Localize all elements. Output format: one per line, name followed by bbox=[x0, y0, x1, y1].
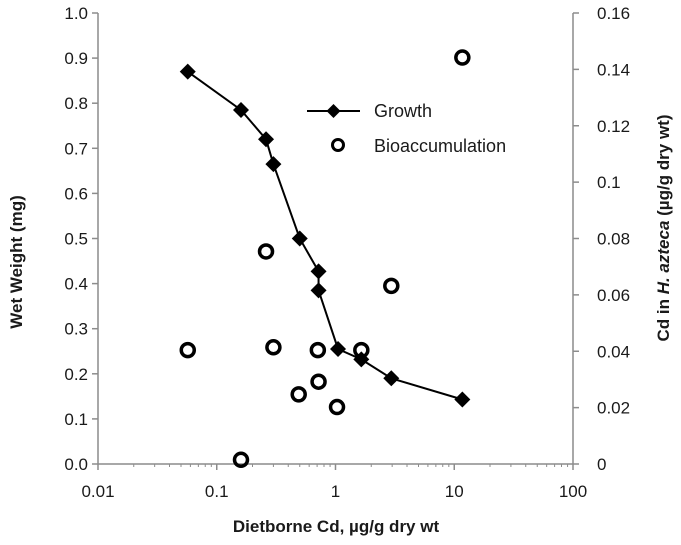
growth-point bbox=[310, 263, 327, 280]
bioaccumulation-point bbox=[179, 341, 197, 359]
y-left-tick-label: 0.1 bbox=[64, 410, 88, 429]
y-left-axis-title: Wet Weight (mg) bbox=[7, 195, 26, 328]
bioaccumulation-point bbox=[309, 341, 327, 359]
legend-growth-label: Growth bbox=[374, 101, 432, 121]
x-tick-labels: 0.01 0.1 1 10 100 bbox=[81, 482, 587, 501]
growth-point bbox=[265, 156, 282, 173]
axes bbox=[92, 12, 579, 470]
bioaccumulation-point bbox=[383, 277, 400, 295]
bioaccumulation-point bbox=[257, 243, 275, 260]
y-left-tick-label: 1.0 bbox=[64, 4, 88, 23]
y-right-axis-title-suffix: (µg/g dry wt) bbox=[654, 114, 673, 220]
y-right-tick-label: 0.04 bbox=[597, 342, 630, 361]
y-left-tick-label: 0.9 bbox=[64, 49, 88, 68]
legend-bioaccumulation-marker bbox=[331, 138, 345, 152]
y-right-tick-labels: 0 0.02 0.04 0.06 0.08 0.1 0.12 0.14 0.16 bbox=[597, 4, 630, 474]
y-left-tick-label: 0.6 bbox=[64, 184, 88, 203]
bioaccumulation-point bbox=[353, 341, 370, 359]
y-right-axis-title-prefix: Cd in bbox=[654, 294, 673, 341]
x-tick-label: 1 bbox=[331, 482, 340, 501]
x-tick-label: 0.1 bbox=[205, 482, 229, 501]
y-left-tick-label: 0.4 bbox=[64, 275, 88, 294]
y-right-tick-label: 0.12 bbox=[597, 117, 630, 136]
growth-point bbox=[454, 391, 471, 408]
y-right-tick-label: 0 bbox=[597, 455, 606, 474]
y-left-tick-label: 0.7 bbox=[64, 139, 88, 158]
y-right-tick-label: 0.16 bbox=[597, 4, 630, 23]
growth-point bbox=[232, 101, 249, 118]
x-axis-title: Dietborne Cd, µg/g dry wt bbox=[233, 517, 440, 536]
y-right-axis-title-species: H. azteca bbox=[654, 221, 673, 295]
x-tick-label: 0.01 bbox=[81, 482, 114, 501]
y-left-tick-label: 0.5 bbox=[64, 230, 88, 249]
growth-point bbox=[383, 370, 400, 387]
legend-bioaccumulation-label: Bioaccumulation bbox=[374, 136, 506, 156]
legend-growth-marker bbox=[326, 104, 341, 118]
growth-point bbox=[291, 230, 308, 247]
growth-point bbox=[179, 63, 196, 80]
y-left-tick-labels: 0.0 0.1 0.2 0.3 0.4 0.5 0.6 0.7 0.8 0.9 1.0 bbox=[64, 4, 88, 474]
x-tick-label: 100 bbox=[559, 482, 587, 501]
bioaccumulation-series-points bbox=[179, 49, 471, 469]
y-right-tick-label: 0.1 bbox=[597, 173, 621, 192]
y-left-tick-label: 0.8 bbox=[64, 94, 88, 113]
y-right-tick-label: 0.08 bbox=[597, 230, 630, 249]
legend: Growth Bioaccumulation bbox=[307, 101, 506, 156]
growth-point bbox=[258, 131, 275, 148]
y-right-tick-label: 0.14 bbox=[597, 60, 630, 79]
y-left-tick-label: 0.0 bbox=[64, 455, 88, 474]
y-right-tick-label: 0.02 bbox=[597, 399, 630, 418]
growth-point bbox=[330, 340, 347, 357]
y-left-tick-label: 0.2 bbox=[64, 365, 88, 384]
bioaccumulation-point bbox=[265, 339, 282, 356]
y-left-tick-label: 0.3 bbox=[64, 320, 88, 339]
y-right-tick-label: 0.06 bbox=[597, 286, 630, 305]
x-tick-label: 10 bbox=[445, 482, 464, 501]
growth-point bbox=[310, 282, 327, 299]
bioaccumulation-point bbox=[232, 451, 250, 469]
bioaccumulation-point bbox=[328, 398, 346, 416]
bioaccumulation-point bbox=[454, 49, 471, 66]
y-right-axis-title: Cd in H. azteca (µg/g dry wt) bbox=[654, 114, 673, 341]
bioaccumulation-point bbox=[290, 386, 307, 403]
bioaccumulation-point bbox=[310, 373, 327, 390]
